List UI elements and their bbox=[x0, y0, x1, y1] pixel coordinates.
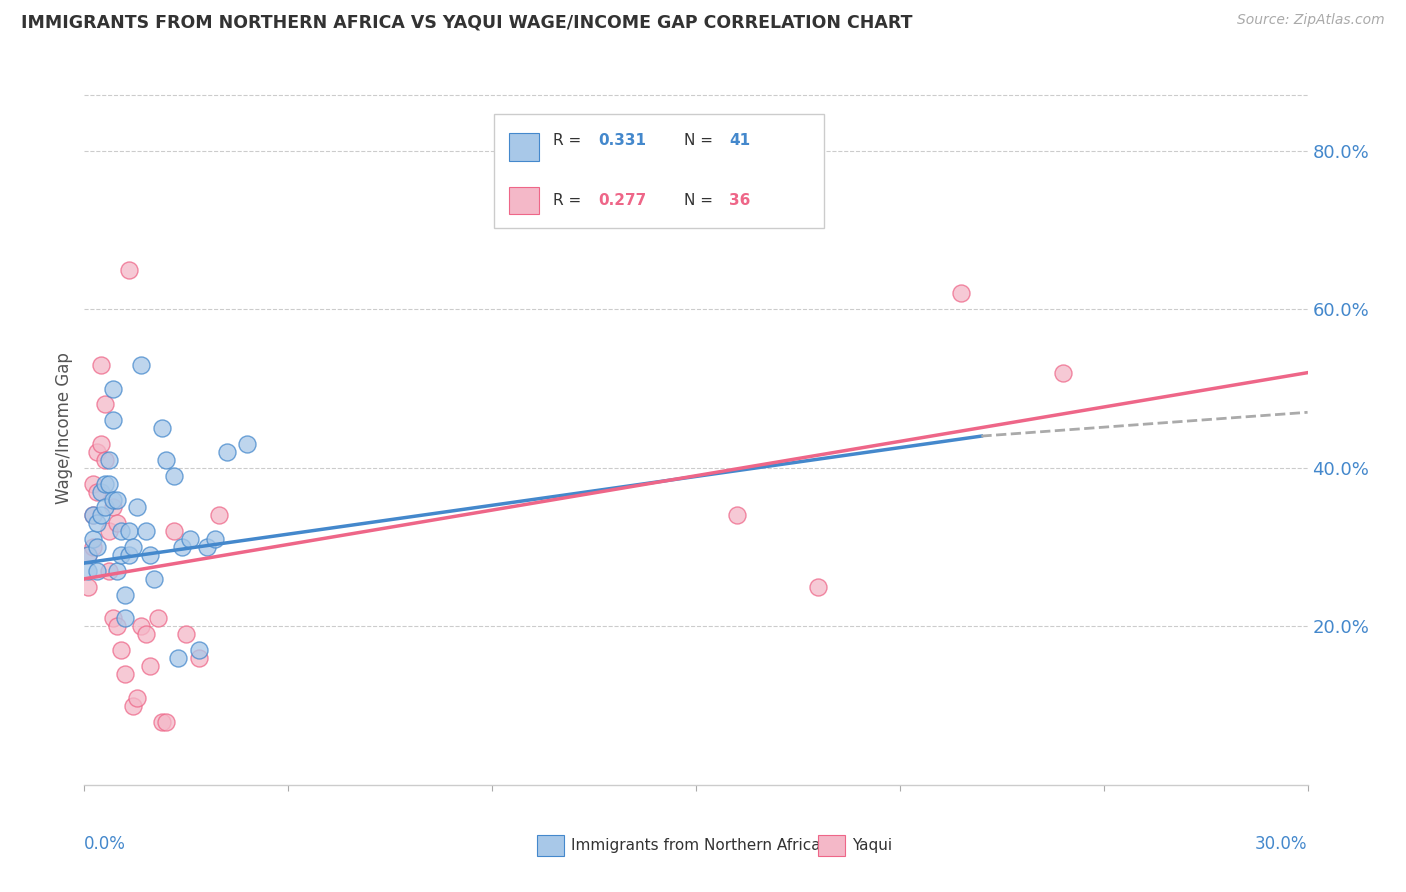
Text: IMMIGRANTS FROM NORTHERN AFRICA VS YAQUI WAGE/INCOME GAP CORRELATION CHART: IMMIGRANTS FROM NORTHERN AFRICA VS YAQUI… bbox=[21, 13, 912, 31]
Text: Source: ZipAtlas.com: Source: ZipAtlas.com bbox=[1237, 13, 1385, 28]
Point bbox=[101, 413, 124, 427]
FancyBboxPatch shape bbox=[818, 835, 845, 856]
Point bbox=[179, 532, 201, 546]
Point bbox=[101, 500, 124, 515]
Text: 30.0%: 30.0% bbox=[1256, 835, 1308, 853]
Point bbox=[114, 611, 136, 625]
Y-axis label: Wage/Income Gap: Wage/Income Gap bbox=[55, 352, 73, 504]
Text: N =: N = bbox=[683, 134, 713, 148]
Point bbox=[77, 564, 100, 578]
Text: 36: 36 bbox=[728, 193, 751, 208]
Point bbox=[105, 564, 128, 578]
Point bbox=[110, 548, 132, 562]
FancyBboxPatch shape bbox=[509, 186, 540, 214]
Point bbox=[105, 492, 128, 507]
Point bbox=[138, 659, 160, 673]
Point bbox=[101, 382, 124, 396]
Point bbox=[135, 627, 157, 641]
Point bbox=[77, 548, 100, 562]
Text: 41: 41 bbox=[728, 134, 751, 148]
Point bbox=[93, 500, 115, 515]
Point bbox=[204, 532, 226, 546]
Point bbox=[187, 643, 209, 657]
Point bbox=[807, 580, 830, 594]
Point bbox=[82, 540, 104, 554]
Point bbox=[97, 476, 120, 491]
Point bbox=[950, 286, 973, 301]
Point bbox=[725, 508, 748, 523]
Point bbox=[1052, 366, 1074, 380]
Point bbox=[155, 453, 177, 467]
Text: Yaqui: Yaqui bbox=[852, 838, 893, 853]
Point bbox=[172, 540, 194, 554]
Point bbox=[208, 508, 231, 523]
Point bbox=[131, 619, 153, 633]
Point bbox=[110, 524, 132, 539]
Point bbox=[114, 667, 136, 681]
Point bbox=[90, 508, 112, 523]
Point bbox=[97, 564, 120, 578]
Point bbox=[118, 524, 141, 539]
Point bbox=[236, 437, 259, 451]
Point bbox=[97, 524, 120, 539]
Point bbox=[86, 445, 108, 459]
Point bbox=[110, 643, 132, 657]
Point bbox=[118, 548, 141, 562]
Point bbox=[118, 262, 141, 277]
Point bbox=[138, 548, 160, 562]
Text: 0.331: 0.331 bbox=[598, 134, 647, 148]
Point bbox=[217, 445, 239, 459]
Text: 0.277: 0.277 bbox=[598, 193, 647, 208]
Point bbox=[150, 714, 173, 729]
Text: 0.0%: 0.0% bbox=[84, 835, 127, 853]
Text: N =: N = bbox=[683, 193, 713, 208]
Point bbox=[122, 540, 145, 554]
Point bbox=[93, 453, 115, 467]
Point bbox=[82, 508, 104, 523]
Point bbox=[131, 358, 153, 372]
Text: R =: R = bbox=[553, 193, 581, 208]
Text: Immigrants from Northern Africa: Immigrants from Northern Africa bbox=[571, 838, 821, 853]
Point bbox=[155, 714, 177, 729]
FancyBboxPatch shape bbox=[537, 835, 564, 856]
Point bbox=[101, 611, 124, 625]
Point bbox=[135, 524, 157, 539]
Point bbox=[90, 484, 112, 499]
Point bbox=[97, 453, 120, 467]
Point bbox=[105, 619, 128, 633]
Point bbox=[101, 492, 124, 507]
Point bbox=[86, 540, 108, 554]
Point bbox=[82, 476, 104, 491]
Point bbox=[82, 532, 104, 546]
FancyBboxPatch shape bbox=[509, 133, 540, 161]
Point bbox=[187, 651, 209, 665]
Text: R =: R = bbox=[553, 134, 581, 148]
Point bbox=[174, 627, 197, 641]
Point bbox=[114, 588, 136, 602]
Point bbox=[90, 358, 112, 372]
Point bbox=[93, 476, 115, 491]
Point bbox=[163, 468, 186, 483]
Point bbox=[77, 580, 100, 594]
Point bbox=[167, 651, 190, 665]
Point bbox=[195, 540, 218, 554]
Point bbox=[163, 524, 186, 539]
Point bbox=[86, 516, 108, 531]
Point bbox=[150, 421, 173, 435]
Point bbox=[90, 437, 112, 451]
Point bbox=[146, 611, 169, 625]
Point bbox=[122, 698, 145, 713]
FancyBboxPatch shape bbox=[494, 114, 824, 228]
Point bbox=[93, 397, 115, 411]
Point bbox=[82, 508, 104, 523]
Point bbox=[127, 690, 149, 705]
Point bbox=[86, 564, 108, 578]
Point bbox=[105, 516, 128, 531]
Point bbox=[142, 572, 165, 586]
Point bbox=[77, 548, 100, 562]
Point bbox=[86, 484, 108, 499]
Point bbox=[127, 500, 149, 515]
